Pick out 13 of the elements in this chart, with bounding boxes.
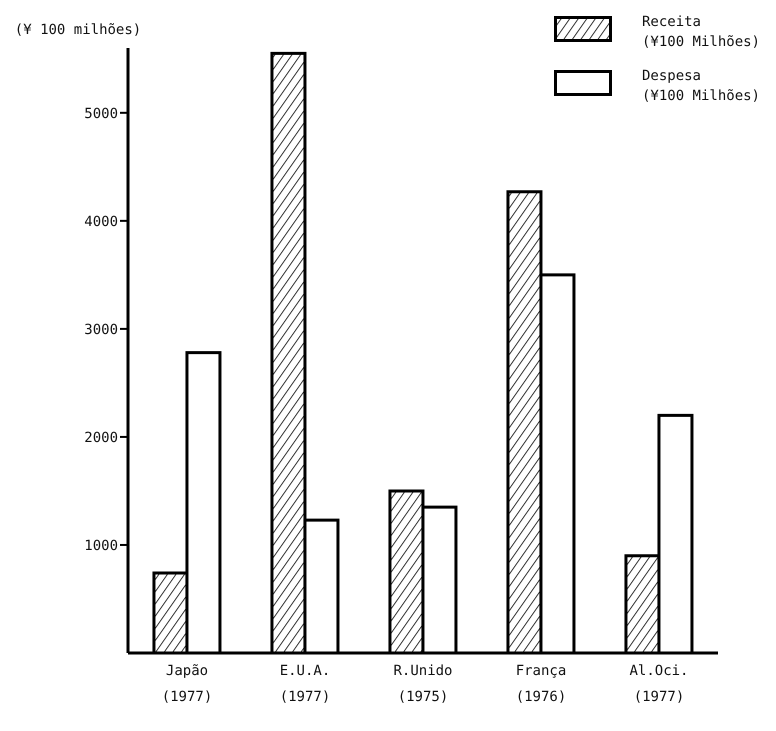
- y-tick-label: 1000: [84, 538, 118, 554]
- x-tick-label: Al.Oci. (1977): [629, 663, 689, 705]
- legend-label: Despesa (¥100 Milhões): [642, 67, 760, 106]
- x-tick-label: E.U.A. (1977): [280, 663, 330, 705]
- x-tick-label: Japão (1977): [162, 663, 212, 705]
- y-tick-label: 4000: [84, 214, 118, 230]
- x-tick-label: R.Unido (1975): [393, 663, 453, 705]
- y-tick-label: 3000: [84, 322, 118, 338]
- y-axis-title: (¥ 100 milhões): [14, 22, 142, 38]
- y-tick-label: 2000: [84, 430, 118, 446]
- y-tick-label: 5000: [84, 106, 118, 122]
- legend-label: Receita (¥100 Milhões): [642, 13, 760, 52]
- x-tick-label: França (1976): [516, 663, 566, 705]
